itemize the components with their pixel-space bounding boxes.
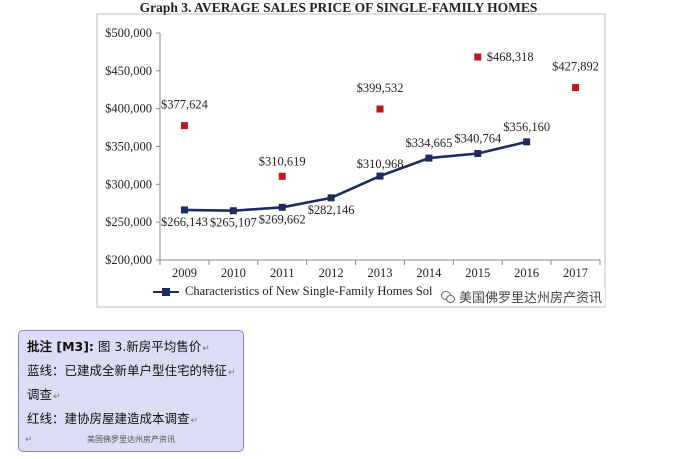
x-tick-label: 2011 (270, 266, 295, 280)
line-point (425, 154, 433, 162)
chart-plot: $200,000 $250,000 $300,000 $350,000 $400,000… (96, 13, 606, 308)
chart: Graph 3. AVERAGE SALES PRICE OF SINGLE-F… (96, 0, 606, 308)
line-point (278, 203, 286, 211)
marker-point (278, 172, 286, 180)
series-line (184, 140, 527, 213)
comment-heading-text: 图 3.新房平均售价 (93, 339, 202, 354)
comment-line-3: 红线：建协房屋建造成本调查↵ (27, 411, 199, 426)
marker-data-label: $377,624 (161, 98, 209, 112)
line-data-label: $282,146 (308, 203, 355, 217)
comment-line-2: 调查↵ (27, 387, 61, 402)
chart-title: Graph 3. AVERAGE SALES PRICE OF SINGLE-F… (139, 0, 538, 15)
wechat-icon (441, 290, 455, 304)
line-point (180, 206, 188, 214)
x-tick-label: 2017 (563, 266, 588, 280)
line-data-label: $266,143 (161, 215, 208, 229)
line-point (474, 149, 482, 157)
line-data-label: $310,968 (357, 157, 404, 171)
y-tick-label: $350,000 (105, 140, 152, 154)
legend-swatch (153, 286, 179, 298)
x-tick-label: 2009 (172, 266, 197, 280)
comment-box[interactable]: 批注 [M3]: 图 3.新房平均售价↵ 蓝线：已建成全新单户型住宅的特征↵ 调… (18, 330, 244, 452)
line-data-label: $356,160 (503, 120, 550, 134)
x-tick-label: 2010 (221, 266, 246, 280)
marker-point (180, 122, 188, 130)
marker-data-label: $468,318 (487, 50, 534, 64)
paragraph-mark: ↵ (25, 435, 33, 445)
comment-line-1: 蓝线：已建成全新单户型住宅的特征↵ (27, 363, 236, 378)
watermark-text: 美国佛罗里达州房产资讯 (459, 291, 603, 306)
comment-heading: 批注 [M3]: 图 3.新房平均售价↵ (27, 339, 210, 354)
marker-point (572, 84, 580, 92)
marker-point (474, 53, 482, 61)
marker-data-label: $399,532 (357, 81, 404, 95)
comment-label: 批注 [M3]: (27, 339, 94, 354)
line-data-label: $334,665 (405, 136, 452, 150)
chart-legend: Characteristics of New Single-Family Hom… (153, 284, 433, 299)
y-tick-label: $450,000 (105, 64, 152, 78)
marker-point (376, 105, 384, 113)
comment-footer: 美国佛罗里达州房产资讯 (87, 435, 175, 444)
marker-data-label: $310,619 (259, 154, 306, 168)
line-data-label: $340,764 (454, 131, 502, 145)
line-data-label: $265,107 (210, 216, 257, 230)
marker-data-label: $427,892 (552, 60, 599, 74)
x-tick-label: 2013 (368, 266, 393, 280)
line-point (327, 194, 335, 202)
x-tick-label: 2014 (416, 266, 442, 280)
y-tick-label: $400,000 (105, 102, 152, 116)
line-point (376, 172, 384, 180)
y-tick-label: $500,000 (105, 26, 152, 40)
line-point (229, 207, 237, 215)
y-tick-label: $200,000 (105, 253, 152, 267)
legend-label: Characteristics of New Single-Family Hom… (185, 284, 433, 298)
chart-border (96, 13, 606, 308)
x-tick-label: 2015 (465, 266, 490, 280)
line-point (523, 138, 531, 146)
x-tick-label: 2012 (319, 266, 344, 280)
line-data-label: $269,662 (259, 212, 306, 226)
x-tick-label: 2016 (514, 266, 539, 280)
y-tick-label: $300,000 (105, 177, 152, 191)
watermark: 美国佛罗里达州房产资讯 (438, 287, 606, 306)
y-tick-label: $250,000 (105, 215, 152, 229)
